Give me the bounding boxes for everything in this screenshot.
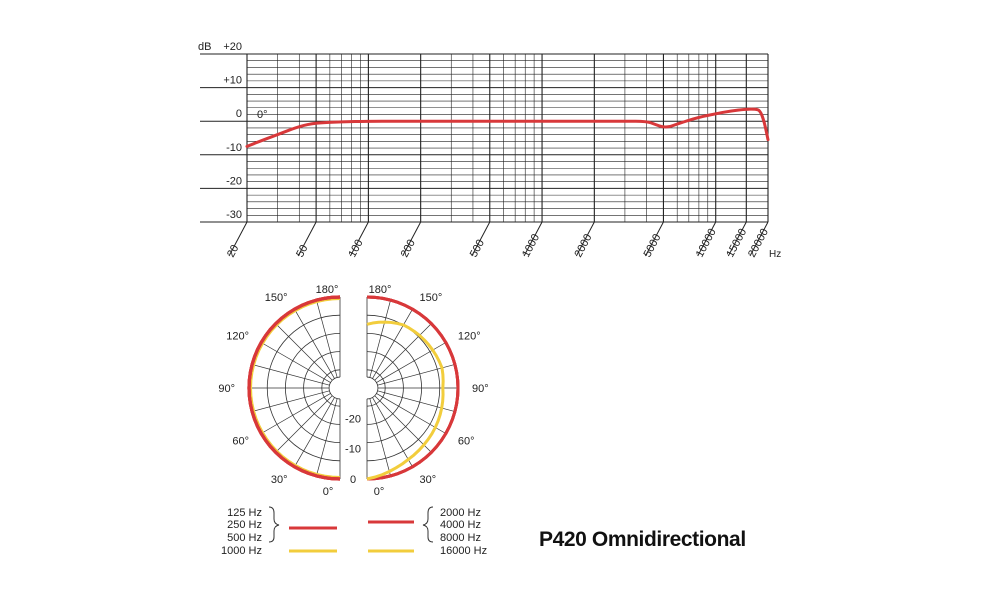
polar-ring bbox=[366, 376, 379, 400]
polar-spoke bbox=[376, 342, 446, 383]
x-tick-label: 20000 bbox=[746, 227, 771, 260]
polar-angle-label: 60° bbox=[458, 436, 475, 448]
polar-angle-label: 90° bbox=[218, 383, 235, 395]
x-tick-mark bbox=[297, 221, 317, 257]
polar-angle-label: 30° bbox=[271, 474, 288, 486]
polar-angle-label: 180° bbox=[316, 284, 339, 296]
polar-angle-label: 0° bbox=[323, 486, 334, 498]
model-name: P420 bbox=[539, 528, 587, 551]
frequency-axis: dB Hz 0° bbox=[198, 41, 781, 260]
x-tick-label: 5000 bbox=[641, 232, 663, 259]
polar-radial-label: -10 bbox=[345, 444, 361, 456]
x-tick-mark bbox=[228, 221, 248, 257]
legend-label: 16000 Hz bbox=[440, 545, 487, 557]
polar-angle-label: 120° bbox=[458, 331, 481, 343]
polar-spoke bbox=[275, 323, 333, 381]
polar-spoke bbox=[275, 395, 333, 453]
polar-pattern-line bbox=[366, 295, 460, 481]
x-tick-label: 2000 bbox=[572, 232, 594, 259]
polar-angle-label: 180° bbox=[369, 284, 392, 296]
polar-spoke bbox=[374, 395, 432, 453]
legend-label: 125 Hz bbox=[227, 507, 262, 519]
legend-label: 500 Hz bbox=[227, 532, 262, 544]
polar-radial-labels: -20 -10 0 bbox=[345, 413, 361, 486]
x-tick-label: 10000 bbox=[694, 227, 719, 260]
y-tick-label: -30 bbox=[226, 209, 242, 221]
legend-label: 4000 Hz bbox=[440, 519, 481, 531]
polar-radial-label: -20 bbox=[345, 413, 361, 425]
polar-spoke bbox=[369, 398, 391, 476]
polar-angle-label: 90° bbox=[472, 383, 489, 395]
polar-spoke bbox=[372, 309, 413, 379]
x-tick-label: 20 bbox=[225, 243, 241, 259]
polar-spoke bbox=[294, 397, 335, 467]
x-tick-label: 1000 bbox=[520, 232, 542, 259]
polar-spoke bbox=[316, 398, 338, 476]
x-tick-label: 200 bbox=[399, 238, 418, 260]
polar-angle-label: 60° bbox=[232, 436, 249, 448]
polar-spoke bbox=[316, 300, 338, 378]
model-pattern: Omnidirectional bbox=[591, 528, 746, 551]
polar-angle-label: 120° bbox=[226, 331, 249, 343]
frequency-response-chart: dB Hz 0° +20 +10 0 -10 -20 -30 20 50 100 200 500 10… bbox=[198, 41, 781, 260]
x-tick-mark bbox=[575, 221, 595, 257]
x-tick-mark bbox=[402, 221, 422, 257]
polar-spoke bbox=[261, 393, 331, 434]
polar-angle-label: 150° bbox=[420, 292, 443, 304]
polar-spoke bbox=[294, 309, 335, 379]
polar-angle-label: 150° bbox=[265, 292, 288, 304]
y-tick-label: -20 bbox=[226, 175, 242, 187]
legend-brace bbox=[422, 506, 434, 543]
y-tick-label: 0 bbox=[236, 108, 242, 120]
x-tick-mark bbox=[523, 221, 543, 257]
legend-label: 2000 Hz bbox=[440, 507, 481, 519]
y-tick-label: +20 bbox=[223, 41, 242, 53]
x-tick-mark bbox=[349, 221, 369, 257]
legend-label: 250 Hz bbox=[227, 519, 262, 531]
frequency-grid bbox=[200, 53, 769, 257]
polar-angle-labels: 180° 180° 150° 150° 120° 120° 90° 90° 60° 60° 30° 3… bbox=[218, 284, 488, 498]
model-title: P420 Omnidirectional bbox=[539, 528, 746, 552]
x-tick-label: 50 bbox=[294, 243, 310, 259]
polar-spoke bbox=[369, 300, 391, 378]
polar-angle-label: 30° bbox=[420, 474, 437, 486]
x-tick-mark bbox=[697, 221, 717, 257]
legend-brace bbox=[268, 506, 280, 543]
x-tick-mark bbox=[727, 221, 747, 257]
polar-radial-label: 0 bbox=[350, 474, 356, 486]
polar-spoke bbox=[252, 390, 330, 412]
polar-pattern-chart: 180° 180° 150° 150° 120° 120° 90° 90° 60° 60° 30° 3… bbox=[218, 284, 488, 498]
y-tick-label: +10 bbox=[223, 75, 242, 87]
y-axis-label: dB bbox=[198, 41, 211, 53]
polar-spoke bbox=[374, 323, 432, 381]
x-tick-mark bbox=[645, 221, 664, 257]
x-tick-label: 500 bbox=[468, 238, 487, 260]
legend-label: 8000 Hz bbox=[440, 532, 481, 544]
angle-annotation: 0° bbox=[257, 109, 268, 121]
x-tick-label: 100 bbox=[346, 238, 365, 260]
polar-pattern-line bbox=[247, 295, 341, 481]
polar-angle-label: 0° bbox=[374, 486, 385, 498]
polar-spoke bbox=[372, 397, 413, 467]
y-tick-label: -10 bbox=[226, 142, 242, 154]
polar-ring bbox=[328, 376, 341, 400]
frequency-series bbox=[245, 107, 770, 148]
x-tick-mark bbox=[471, 221, 491, 257]
x-axis-label: Hz bbox=[769, 249, 781, 260]
polar-spoke bbox=[252, 364, 330, 386]
polar-pattern-line bbox=[366, 320, 445, 481]
polar-spoke bbox=[261, 342, 331, 383]
frequency-response-line bbox=[245, 107, 770, 148]
x-tick-mark bbox=[749, 221, 769, 257]
polar-series bbox=[247, 295, 460, 481]
legend-label: 1000 Hz bbox=[221, 545, 262, 557]
